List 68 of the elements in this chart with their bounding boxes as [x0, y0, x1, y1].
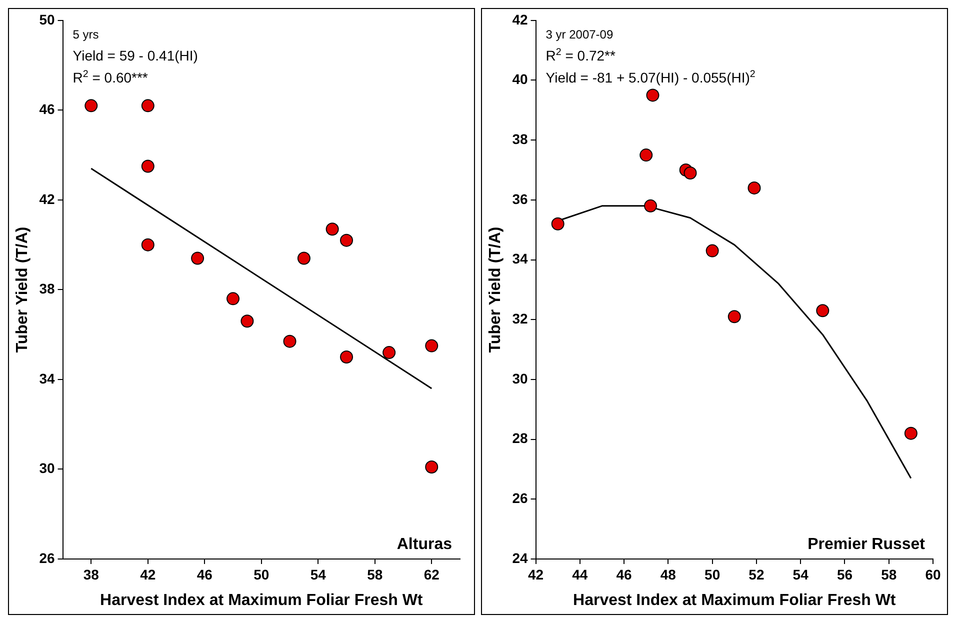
- point: [141, 160, 154, 173]
- annotation: Yield = 59 - 0.41(HI): [72, 47, 198, 64]
- y-tick-label: 50: [39, 11, 55, 28]
- point: [904, 426, 918, 440]
- y-axis-title: Tuber Yield (T/A): [14, 226, 32, 353]
- point: [340, 234, 354, 247]
- point: [425, 339, 438, 352]
- annotation: 5 yrs: [72, 27, 99, 42]
- point: [141, 99, 154, 112]
- point: [297, 252, 310, 265]
- point: [326, 222, 339, 236]
- x-tick-label: 42: [140, 566, 156, 582]
- point: [646, 88, 660, 102]
- y-tick-label: 42: [512, 11, 528, 28]
- point: [240, 314, 254, 328]
- y-tick-label: 38: [39, 280, 55, 297]
- x-tick-label: 58: [367, 566, 383, 582]
- y-tick-label: 42: [39, 190, 55, 207]
- x-tick-label: 60: [925, 566, 941, 582]
- point: [640, 148, 653, 162]
- y-tick-label: 26: [512, 490, 528, 506]
- x-tick-label: 46: [616, 566, 632, 582]
- y-tick-label: 34: [39, 370, 55, 386]
- x-axis-title: Harvest Index at Maximum Foliar Fresh Wt: [100, 592, 424, 609]
- point: [728, 310, 741, 324]
- text: Alturas: [396, 536, 452, 553]
- point: [425, 460, 438, 474]
- y-tick-label: 46: [39, 101, 55, 118]
- point: [816, 304, 830, 318]
- y-tick-label: 36: [512, 190, 528, 207]
- text: Premier Russet: [808, 536, 926, 553]
- point: [340, 350, 354, 364]
- y-tick-label: 24: [512, 550, 528, 566]
- point: [191, 252, 204, 265]
- x-tick-label: 48: [660, 566, 676, 582]
- point: [141, 238, 154, 252]
- x-tick-label: 56: [836, 566, 853, 582]
- x-tick-label: 52: [748, 566, 764, 582]
- y-axis-title: Tuber Yield (T/A): [487, 226, 504, 353]
- point: [706, 244, 719, 258]
- x-tick-label: 54: [792, 566, 809, 582]
- y-tick-label: 28: [512, 430, 528, 446]
- x-tick-label: 50: [254, 566, 270, 582]
- point: [684, 166, 697, 180]
- x-tick-label: 38: [83, 566, 100, 582]
- point: [748, 181, 761, 194]
- x-tick-label: 42: [528, 566, 544, 582]
- y-tick-label: 32: [512, 310, 528, 326]
- annotation: 3 yr 2007-09: [546, 27, 614, 42]
- x-tick-label: 46: [196, 566, 213, 582]
- x-tick-label: 50: [704, 566, 720, 582]
- point: [644, 199, 658, 212]
- x-tick-label: 44: [572, 566, 588, 582]
- point: [283, 334, 296, 348]
- x-axis-title: Harvest Index at Maximum Foliar Fresh Wt: [573, 592, 896, 609]
- y-tick-label: 40: [512, 71, 528, 88]
- x-tick-label: 54: [310, 566, 326, 582]
- x-tick-label: 58: [881, 566, 897, 582]
- y-tick-label: 26: [39, 550, 55, 566]
- y-tick-label: 30: [512, 370, 528, 386]
- point: [226, 292, 240, 306]
- x-tick-label: 62: [424, 566, 440, 582]
- point: [84, 99, 98, 112]
- y-tick-label: 34: [512, 250, 528, 267]
- point: [382, 346, 396, 360]
- y-tick-label: 30: [39, 460, 55, 476]
- y-tick-label: 38: [512, 130, 528, 147]
- point: [551, 217, 564, 230]
